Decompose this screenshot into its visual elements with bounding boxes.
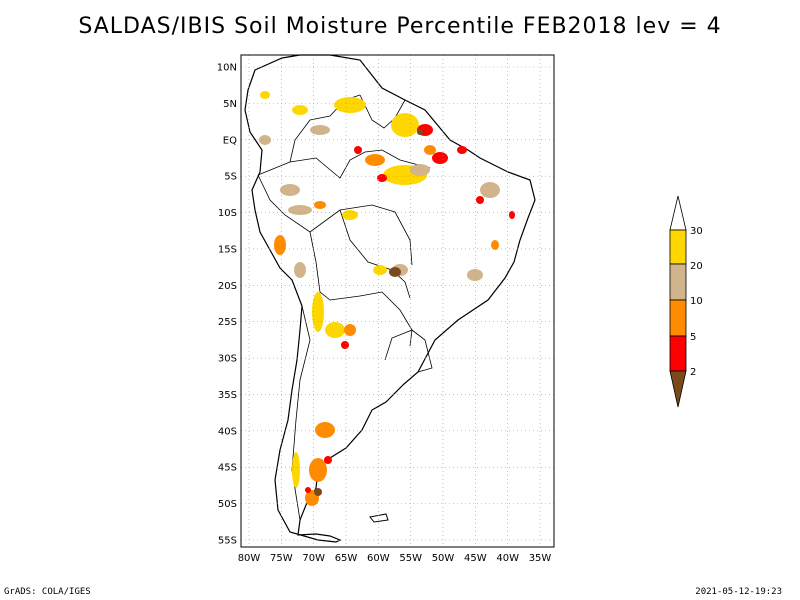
- lon-tick-label: 40W: [496, 553, 519, 564]
- lon-tick-label: 65W: [335, 553, 358, 564]
- lat-tick-label: 25S: [218, 317, 237, 328]
- lon-tick-label: 60W: [367, 553, 390, 564]
- lat-tick-label: 30S: [218, 354, 237, 365]
- colorbar-seg-gt30: [669, 195, 687, 231]
- colorbar-label-20: 20: [690, 261, 703, 272]
- footer-credit: GrADS: COLA/IGES: [4, 587, 91, 597]
- colorbar-label-5: 5: [690, 332, 696, 343]
- colorbar-label-30: 30: [690, 226, 703, 237]
- lat-tick-label: 50S: [218, 499, 237, 510]
- lon-tick-label: 55W: [399, 553, 422, 564]
- lat-tick-label: 55S: [218, 536, 237, 547]
- lon-tick-label: 45W: [464, 553, 487, 564]
- lat-tick-label: 10N: [217, 63, 237, 74]
- lon-tick-label: 70W: [302, 553, 325, 564]
- shading-2-5: [305, 124, 515, 493]
- lat-lon-grid: [241, 55, 554, 547]
- plot-frame: [240, 54, 555, 548]
- lon-tick-label: 75W: [270, 553, 293, 564]
- colorbar-seg-20-30: [669, 229, 687, 265]
- continent-outline: [244, 54, 536, 543]
- lat-tick-label: 45S: [218, 463, 237, 474]
- colorbar-seg-2-5: [669, 335, 687, 372]
- country-borders: [257, 94, 433, 521]
- longitude-labels: 80W 75W 70W 65W 60W 55W 50W 45W 40W 35W: [238, 553, 552, 564]
- colorbar-label-2: 2: [690, 367, 696, 378]
- lon-tick-label: 35W: [529, 553, 552, 564]
- colorbar-seg-10-20: [669, 263, 687, 301]
- colorbar-label-10: 10: [690, 296, 703, 307]
- lon-tick-label: 50W: [432, 553, 455, 564]
- lat-tick-label: EQ: [223, 135, 237, 146]
- lat-tick-label: 10S: [218, 208, 237, 219]
- lat-tick-label: 20S: [218, 281, 237, 292]
- shading-20-30: [260, 91, 427, 488]
- shading-5-10: [274, 145, 499, 506]
- latitude-labels: 10N 5N EQ 5S 10S 15S 20S 25S 30S 35S 40S 45S 50S 55S: [217, 63, 237, 547]
- shading-lt2: [314, 129, 423, 496]
- lat-tick-label: 15S: [218, 244, 237, 255]
- colorbar-seg-5-10: [669, 299, 687, 337]
- lat-tick-label: 35S: [218, 390, 237, 401]
- soil-moisture-shading: [259, 91, 515, 506]
- lat-tick-label: 5N: [223, 99, 237, 110]
- footer-timestamp: 2021-05-12-19:23: [695, 587, 782, 597]
- map-title: SALDAS/IBIS Soil Moisture Percentile FEB…: [78, 14, 722, 39]
- lon-tick-label: 80W: [238, 553, 261, 564]
- colorbar-seg-lt2: [669, 370, 687, 408]
- lat-tick-label: 40S: [218, 426, 237, 437]
- color-bar: 30 20 10 5 2: [669, 195, 703, 408]
- lat-tick-label: 5S: [224, 172, 237, 183]
